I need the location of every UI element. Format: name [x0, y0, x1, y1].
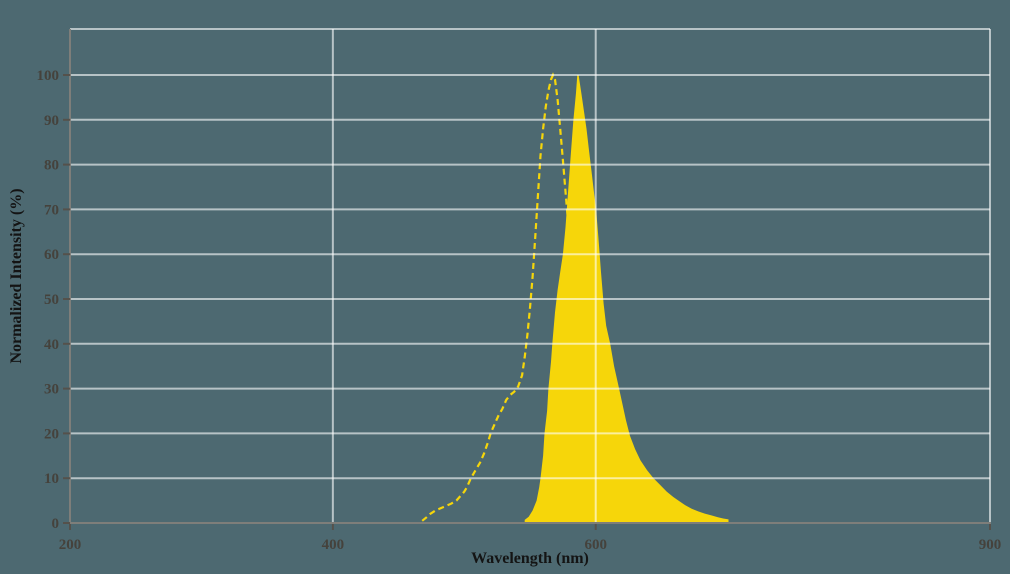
y-tick-label: 40: [44, 337, 59, 353]
y-tick-label: 60: [44, 247, 59, 263]
y-tick-label: 50: [44, 292, 59, 308]
x-tick-label: 400: [322, 537, 345, 553]
y-tick-label: 80: [44, 158, 59, 174]
y-tick-label: 90: [44, 113, 59, 129]
y-tick-label: 30: [44, 382, 59, 398]
y-tick-label: 20: [44, 426, 59, 442]
x-tick-label: 600: [584, 537, 607, 553]
emission-area: [524, 75, 729, 523]
y-tick-label: 100: [37, 68, 60, 84]
y-tick-label: 0: [52, 516, 60, 532]
y-axis-title: Normalized Intensity (%): [8, 188, 25, 364]
y-tick-label: 10: [44, 471, 59, 487]
x-axis-title: Wavelength (nm): [471, 550, 589, 567]
y-tick-label: 70: [44, 202, 59, 218]
x-tick-label: 900: [979, 537, 1002, 553]
x-tick-label: 200: [59, 537, 82, 553]
